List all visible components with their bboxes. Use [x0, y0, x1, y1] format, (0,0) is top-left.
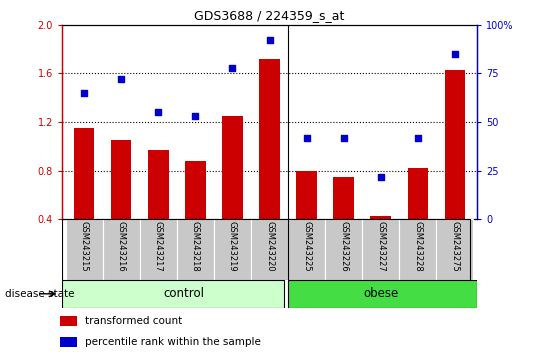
Bar [436, 219, 473, 280]
Point [265, 38, 274, 43]
Text: GSM243225: GSM243225 [302, 221, 311, 272]
Bar [296, 171, 317, 219]
Bar [185, 161, 205, 219]
Point [376, 174, 385, 179]
Bar [399, 219, 436, 280]
Point [302, 135, 311, 141]
Bar [370, 216, 391, 219]
Bar [60, 337, 77, 347]
Point [191, 113, 199, 119]
Bar [74, 128, 94, 219]
Text: obese: obese [363, 287, 398, 300]
Text: GSM243217: GSM243217 [154, 221, 163, 272]
Bar [288, 280, 477, 308]
Bar [407, 169, 428, 219]
Point [413, 135, 422, 141]
Point [154, 109, 163, 115]
Text: GSM243228: GSM243228 [413, 221, 422, 272]
Text: GSM243220: GSM243220 [265, 221, 274, 272]
Bar [103, 219, 140, 280]
Bar [222, 116, 243, 219]
Bar [214, 219, 251, 280]
Text: transformed count: transformed count [85, 316, 183, 326]
Text: GSM243227: GSM243227 [376, 221, 385, 272]
Bar [140, 219, 177, 280]
Point [340, 135, 348, 141]
Point [117, 76, 126, 82]
Point [451, 51, 459, 57]
Text: control: control [164, 287, 205, 300]
Text: GSM243226: GSM243226 [339, 221, 348, 272]
Bar [66, 219, 103, 280]
Text: GDS3688 / 224359_s_at: GDS3688 / 224359_s_at [195, 9, 344, 22]
Bar [62, 280, 285, 308]
Bar [259, 59, 280, 219]
Bar [60, 316, 77, 326]
Bar [251, 219, 288, 280]
Text: GSM243216: GSM243216 [117, 221, 126, 272]
Text: GSM243218: GSM243218 [191, 221, 200, 272]
Text: GSM243219: GSM243219 [228, 221, 237, 272]
Bar [177, 219, 214, 280]
Point [80, 90, 88, 96]
Text: GSM243275: GSM243275 [450, 221, 459, 272]
Bar [288, 219, 325, 280]
Text: GSM243215: GSM243215 [80, 221, 89, 272]
Bar [362, 219, 399, 280]
Bar [325, 219, 362, 280]
Text: percentile rank within the sample: percentile rank within the sample [85, 337, 261, 347]
Bar [111, 141, 132, 219]
Bar [445, 70, 465, 219]
Text: disease state: disease state [5, 289, 75, 299]
Bar [334, 177, 354, 219]
Point [228, 65, 237, 70]
Bar [148, 150, 169, 219]
